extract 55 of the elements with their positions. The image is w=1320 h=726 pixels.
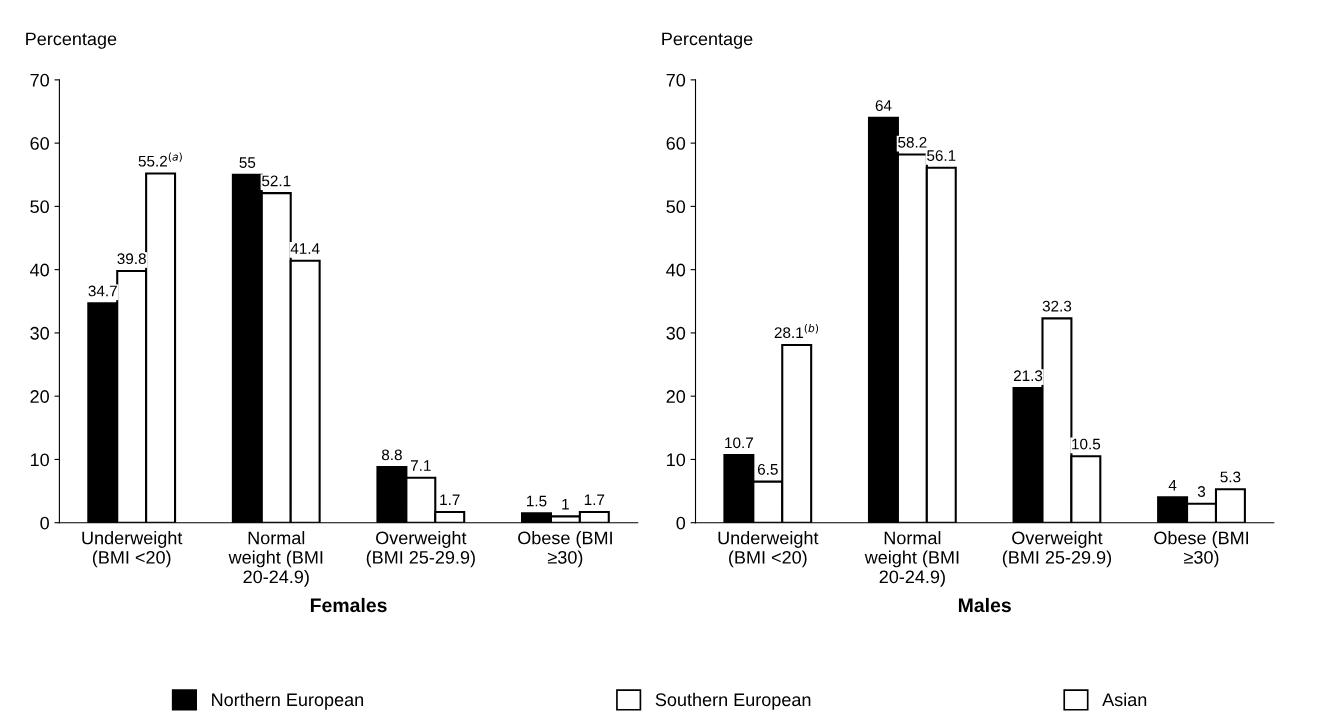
y-axis-title: Percentage <box>26 32 117 49</box>
data-label: 64 <box>875 100 892 111</box>
data-label: 21.3 <box>1013 370 1043 382</box>
x-tick-label: Obese (BMI ≥30) <box>1154 531 1249 568</box>
data-label: 8.8 <box>381 449 402 461</box>
y-tick-label: 60 <box>30 137 49 150</box>
y-tick-label: 50 <box>30 200 49 214</box>
data-label: 55.2$^{(a)}$ <box>138 152 182 167</box>
y-tick-label: 0 <box>40 516 49 530</box>
legend-label: Asian <box>1102 692 1147 707</box>
data-label: 55 <box>239 157 256 168</box>
x-axis-title: Females <box>310 597 387 613</box>
data-label: 7.1 <box>410 460 431 471</box>
data-label: 4 <box>1168 479 1177 491</box>
y-tick-label: 30 <box>666 326 686 340</box>
x-tick-label: Normal weight (BMI 20-24.9) <box>228 531 323 587</box>
x-tick-label: Underweight (BMI <20) <box>718 531 819 568</box>
data-label: 1 <box>562 498 569 510</box>
data-label: 32.3 <box>1042 300 1072 312</box>
legend-label: Southern European <box>655 692 811 710</box>
x-tick-label: Normal weight (BMI 20-24.9) <box>864 531 959 587</box>
y-tick-label: 0 <box>676 516 686 530</box>
y-tick-label: 30 <box>30 326 49 340</box>
data-label: 6.5 <box>757 463 778 475</box>
data-label: 39.8 <box>117 253 146 265</box>
data-label: 58.2 <box>898 136 927 148</box>
data-label: 10.7 <box>725 437 753 449</box>
y-tick-label: 10 <box>667 453 686 467</box>
data-label: 34.7 <box>88 285 117 297</box>
y-tick-label: 20 <box>30 390 49 403</box>
data-label: 1.7 <box>440 494 460 505</box>
x-tick-label: Overweight (BMI 25-29.9) <box>1002 531 1112 568</box>
y-tick-label: 70 <box>666 73 686 87</box>
data-label: 41.4 <box>290 243 320 254</box>
y-tick-label: 60 <box>666 137 686 150</box>
x-tick-label: Underweight (BMI <20) <box>82 531 183 568</box>
data-label: 56.1 <box>927 150 956 161</box>
data-label: 1.7 <box>584 494 605 505</box>
y-axis-title: Percentage <box>662 32 753 49</box>
y-tick-label: 40 <box>30 263 49 277</box>
data-label: 5.3 <box>1220 471 1241 483</box>
x-axis-title: Males <box>958 597 1011 613</box>
x-tick-label: Obese (BMI ≥30) <box>518 531 612 568</box>
data-label: 28.1$^{(b)}$ <box>774 323 819 339</box>
data-label: 1.5 <box>527 495 547 507</box>
y-tick-label: 50 <box>666 200 686 214</box>
x-tick-label: Overweight (BMI 25-29.9) <box>366 531 475 568</box>
data-label: 10.5 <box>1072 438 1101 450</box>
legend-label: Northern European <box>212 692 364 710</box>
data-label: 3 <box>1197 486 1206 497</box>
data-label: 52.1 <box>262 175 291 187</box>
y-tick-label: 40 <box>666 263 686 277</box>
y-tick-label: 20 <box>666 390 686 403</box>
y-tick-label: 70 <box>30 73 49 87</box>
y-tick-label: 10 <box>30 453 49 467</box>
